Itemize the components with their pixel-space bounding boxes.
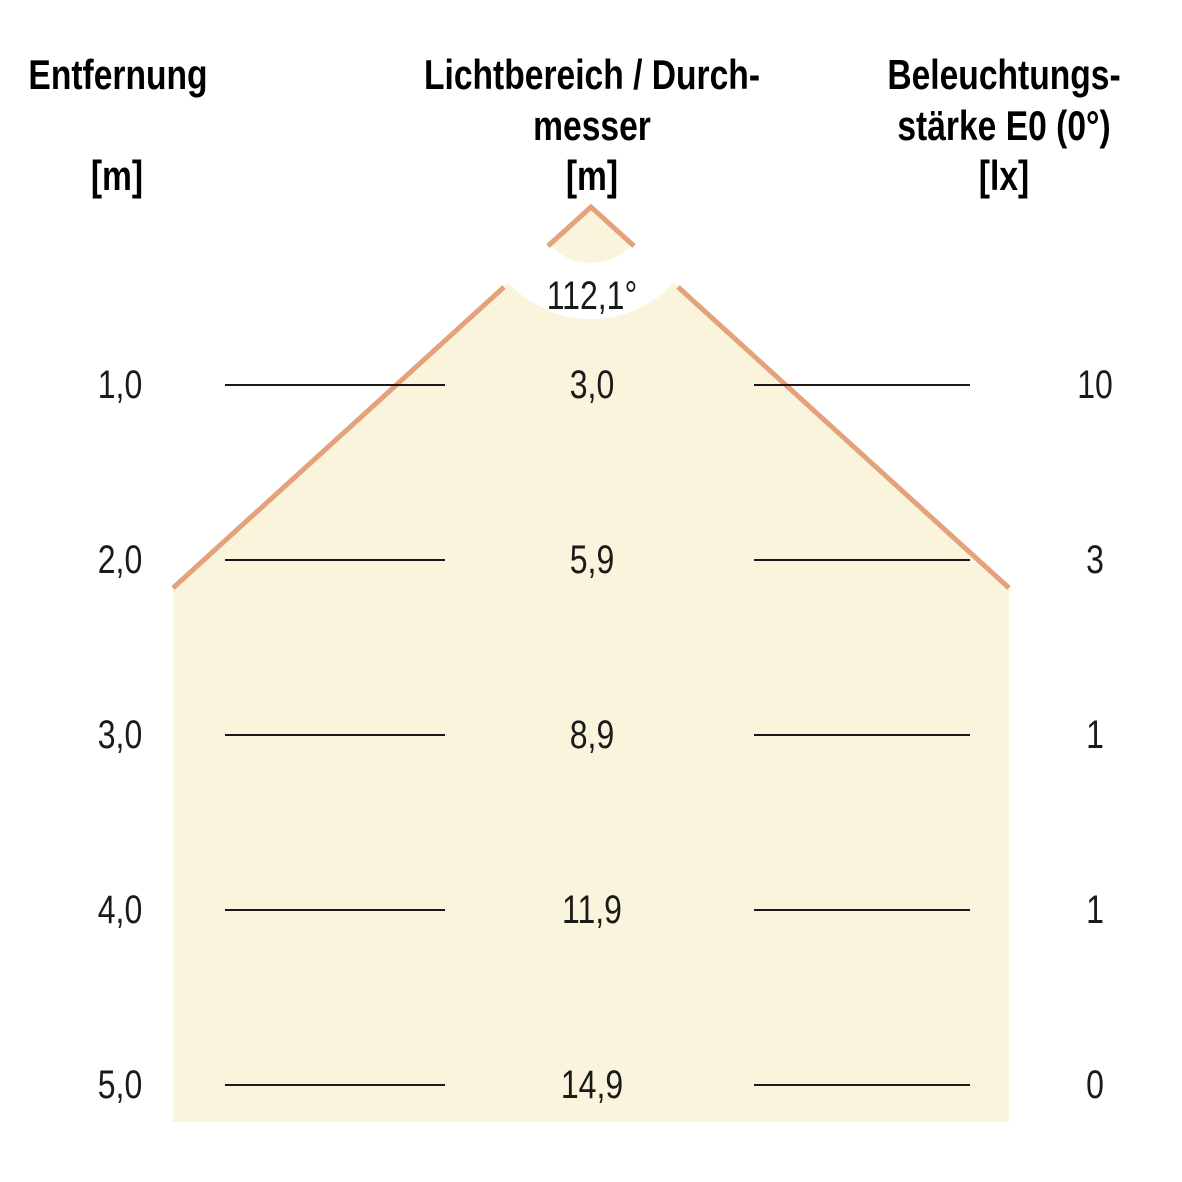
distance-column-unit: [m]: [90, 152, 144, 199]
illuminance-column-title-line2: stärke E0 (0°): [897, 102, 1111, 149]
row-4-distance-value: 4,0: [97, 888, 143, 932]
beam-angle-label: 112,1°: [546, 274, 638, 318]
row-reference-lines: [225, 384, 970, 1086]
row-1-illuminance-value: 10: [1077, 363, 1113, 407]
row-5-illuminance-value: 0: [1086, 1063, 1104, 1107]
illuminance-column-unit: [lx]: [978, 152, 1030, 199]
row-2-diameter-value: 5,9: [569, 538, 615, 582]
diameter-column-title-line1: Lichtbereich / Durch-: [423, 51, 761, 98]
cone-right-edge: [676, 285, 1011, 590]
cone-edges: [171, 203, 1011, 590]
row-3-illuminance-value: 1: [1086, 713, 1104, 757]
row-5-diameter-value: 14,9: [560, 1063, 624, 1107]
row-2-distance-value: 2,0: [97, 538, 143, 582]
row-3-diameter-value: 8,9: [569, 713, 615, 757]
distance-column-title: Entfernung: [28, 51, 208, 98]
row-1-distance-value: 1,0: [97, 363, 143, 407]
diameter-column-title-line2: messer: [533, 102, 651, 149]
row-5-distance-value: 5,0: [97, 1063, 143, 1107]
row-1-diameter-value: 3,0: [569, 363, 615, 407]
diameter-column-unit: [m]: [565, 152, 619, 199]
light-cone-fill: [173, 207, 1009, 1122]
row-2-illuminance-value: 3: [1086, 538, 1104, 582]
row-4-illuminance-value: 1: [1086, 888, 1104, 932]
row-4-diameter-value: 11,9: [562, 888, 622, 932]
apex-edge: [546, 203, 636, 248]
row-3-distance-value: 3,0: [97, 713, 143, 757]
cone-left-edge: [171, 285, 506, 590]
angle-arc-band: [479, 95, 703, 319]
illuminance-column-title-line1: Beleuchtungs-: [887, 51, 1121, 98]
